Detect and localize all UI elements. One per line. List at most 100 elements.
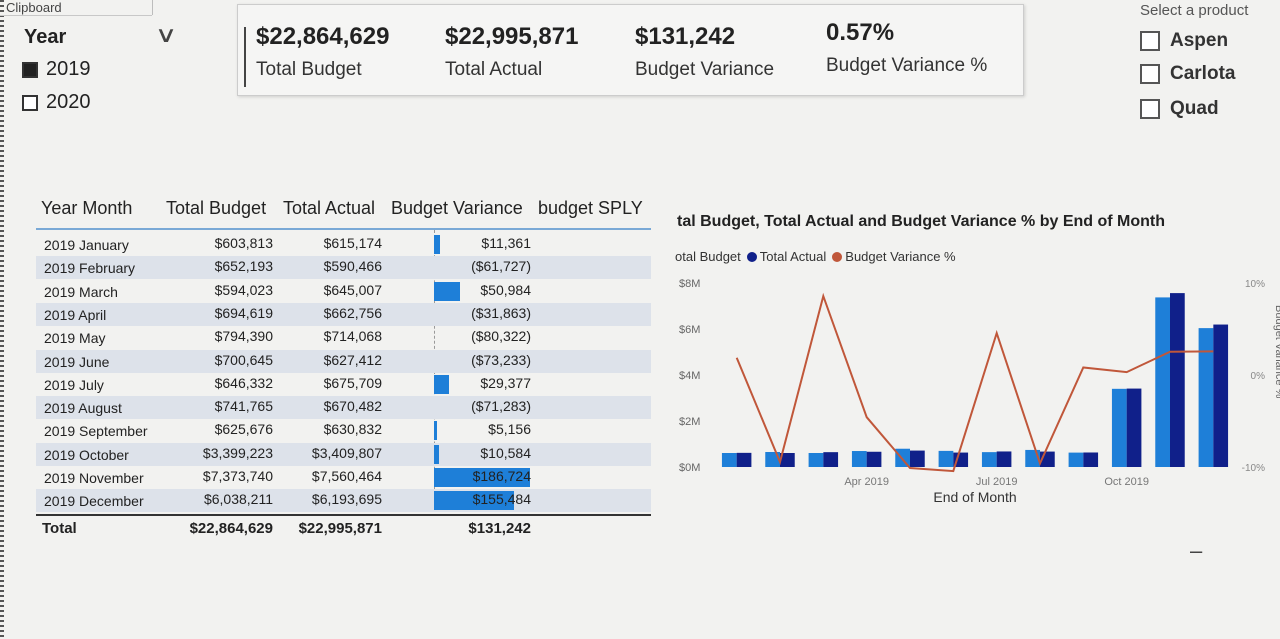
bar-total-budget [1111,388,1127,467]
table-row[interactable]: 2019 January $603,813 $615,174 $11,361 [36,233,651,256]
y2-axis-title: Budget Variance % [1273,305,1280,399]
chart-title: tal Budget, Total Actual and Budget Vari… [677,213,1166,230]
cell-total-actual: $3,409,807 [311,444,382,461]
y-tick-label: $0M [679,462,700,474]
col-header-budget-sply[interactable]: budget SPLY [538,198,643,218]
y-tick-label: $8M [679,278,700,290]
table-row[interactable]: 2019 November $7,373,740 $7,560,464 $186,72… [36,466,651,489]
cell-budget-variance: $11,361 [481,235,531,251]
cell-year-month: 2019 June [44,353,110,370]
bar-total-actual [736,452,752,467]
col-header-year-month[interactable]: Year Month [41,198,133,218]
table-row[interactable]: 2019 July $646,332 $675,709 $29,377 [36,373,651,396]
cell-total-budget: $652,193 [214,258,273,275]
kpi-label: Budget Variance % [826,55,988,76]
table-row[interactable]: 2019 June $700,645 $627,412 ($73,233) [36,349,651,373]
ribbon-divider [0,15,152,16]
budget-chart[interactable]: tal Budget, Total Actual and Budget Vari… [675,205,1280,525]
cell-budget-variance: $186,724 [472,468,531,484]
cell-year-month: 2019 January [44,237,129,253]
product-option-quad[interactable]: Quad [1140,98,1219,120]
cell-budget-variance: $155,484 [472,491,531,508]
year-option-2020[interactable]: 2020 [22,91,91,114]
total-budget: $22,864,629 [189,520,273,537]
table-row[interactable]: 2019 October $3,399,223 $3,409,807 $10,584 [36,442,651,466]
cell-budget-variance: $5,156 [488,421,531,438]
cell-year-month: 2019 February [44,260,136,277]
budget-table[interactable]: Year Month Total Budget Total Actual Bud… [36,192,651,542]
variance-databar [434,235,440,254]
product-option-aspen[interactable]: Aspen [1140,30,1228,52]
cell-budget-variance: ($73,233) [471,351,531,368]
cell-year-month: 2019 April [44,306,107,323]
bar-total-budget [765,451,780,467]
chart-legend: otal Budget Total Actual Budget Variance… [675,249,956,264]
kpi-divider [244,27,246,87]
bar-total-budget [808,453,824,467]
cell-budget-variance: $10,584 [480,444,531,461]
y2-tick-label: 10% [1245,279,1265,290]
product-option-carlota[interactable]: Carlota [1140,63,1235,85]
checkbox-empty-icon[interactable] [1140,99,1160,119]
cell-total-actual: $590,466 [323,258,382,275]
legend-item-variance: Budget Variance % [845,249,956,264]
col-header-total-actual[interactable]: Total Actual [283,198,376,218]
total-variance: $131,242 [468,520,531,537]
kpi-total-actual: $22,995,871 Total Actual [445,23,578,81]
checkbox-checked-icon[interactable] [22,61,38,78]
variance-databar [434,421,437,441]
cell-total-actual: $714,068 [323,328,382,345]
kpi-budget-variance-pct: 0.57% Budget Variance % [826,19,987,77]
cell-total-actual: $662,756 [323,304,382,321]
variance-databar [434,444,440,464]
cell-total-budget: $3,399,223 [202,444,273,461]
cell-budget-variance: ($31,863) [471,304,531,321]
table-row[interactable]: 2019 February $652,193 $590,466 ($61,727) [36,256,651,280]
cell-budget-variance: $29,377 [480,374,531,391]
table-row[interactable]: 2019 May $794,390 $714,068 ($80,322) [36,326,651,349]
bar-total-actual [1170,293,1185,467]
year-option-label: 2020 [46,91,91,113]
chevron-down-icon[interactable]: ∨ [154,22,178,47]
product-slicer-title: Select a product [1140,2,1249,19]
cell-budget-variance: $50,984 [480,281,531,298]
col-header-budget-variance[interactable]: Budget Variance [391,198,523,218]
chart-plot: $0M $2M $4M $6M $8M -10% 0% 10% Apr 2019 Jul 2019… [679,278,1280,505]
variance-databar [434,491,514,511]
checkbox-empty-icon[interactable] [1140,31,1160,51]
window-edge [0,0,4,639]
cell-total-budget: $603,813 [214,235,273,251]
checkbox-empty-icon[interactable] [1140,64,1160,84]
table-row[interactable]: 2019 September $625,676 $630,832 $5,156 [36,419,651,442]
cell-total-actual: $645,007 [323,281,382,298]
total-label: Total [42,520,77,537]
table-row[interactable]: 2019 August $741,765 $670,482 ($71,283) [36,396,651,420]
product-slicer[interactable]: Select a product Aspen Carlota Quad [1138,0,1278,125]
kpi-value: $22,864,629 [256,23,390,50]
year-option-2019[interactable]: 2019 [22,58,91,81]
cell-total-actual: $627,412 [323,351,382,368]
cell-budget-variance: ($80,322) [471,328,531,345]
bar-total-actual [780,453,795,467]
cell-total-budget: $694,619 [214,304,273,321]
kpi-label: Total Actual [445,59,543,80]
year-option-label: 2019 [46,58,91,80]
bar-total-budget [1068,452,1084,467]
table-row[interactable]: 2019 December $6,038,211 $6,193,695 $155,48… [36,489,651,513]
bar-total-budget [981,452,997,467]
year-slicer[interactable]: Year ∨ 2019 2020 [18,20,178,120]
cell-total-actual: $670,482 [323,398,382,415]
total-actual: $22,995,871 [298,520,382,537]
cell-year-month: 2019 August [44,400,122,417]
bar-total-actual [866,451,882,467]
col-header-total-budget[interactable]: Total Budget [166,198,267,218]
table-row[interactable]: 2019 March $594,023 $645,007 $50,984 [36,280,651,303]
cell-year-month: 2019 December [44,493,144,510]
table-row[interactable]: 2019 April $694,619 $662,756 ($31,863) [36,302,651,326]
ribbon-divider-vertical [152,0,153,15]
cell-year-month: 2019 May [44,330,106,347]
cell-year-month: 2019 September [44,423,148,440]
checkbox-empty-icon[interactable] [22,94,38,111]
table-total-row: Total $22,864,629 $22,995,871 $131,242 [36,514,651,540]
y-tick-label: $6M [679,324,700,336]
